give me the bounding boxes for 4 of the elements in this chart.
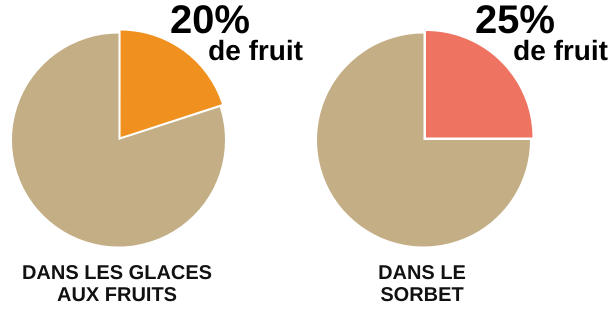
text: DANS LES GLACES AUX FRUITS [20,262,214,306]
text: DANS LE SORBET [377,262,467,306]
slice-label: de fruit [513,35,608,66]
slice-label: de fruit [208,35,303,66]
